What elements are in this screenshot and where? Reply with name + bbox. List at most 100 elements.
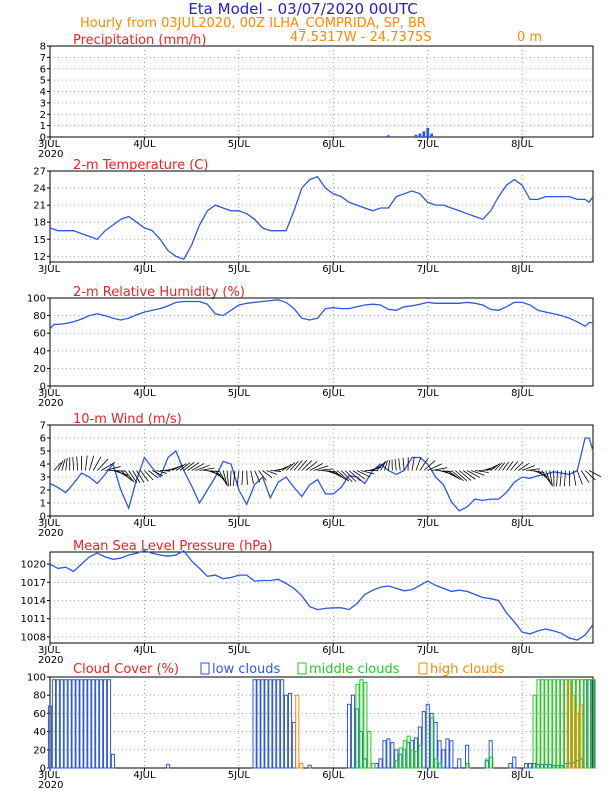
wind-barb	[270, 470, 282, 472]
mslp-xtick-label: 7JUL	[417, 645, 440, 656]
wind-xtick-label: 6JUL	[322, 518, 345, 529]
precip-bar	[387, 135, 390, 137]
cloud-low-bar	[106, 679, 112, 769]
rh-ytick-label: 100	[27, 294, 46, 305]
cloud-low-bar	[264, 679, 269, 769]
cloud-xtick-label: 7JUL	[417, 770, 440, 781]
wind-barb	[88, 455, 95, 471]
wind-barb	[415, 456, 422, 471]
wind-xtick-label: 3JUL	[38, 518, 61, 529]
rh-ytick-label: 40	[33, 346, 46, 357]
wind-barb	[179, 462, 191, 471]
wind-barb	[278, 465, 289, 471]
wind-xtick-label: 8JUL	[511, 518, 534, 529]
cloud-low-bar	[99, 679, 104, 769]
wind-barb	[254, 470, 261, 483]
cloud-middle-bar	[552, 679, 557, 769]
wind-barb	[462, 470, 476, 480]
cloud-frame	[49, 676, 594, 769]
rh-xtick-label: 3JUL	[38, 388, 61, 399]
wind-barb	[297, 459, 308, 471]
cloud-low-bar	[256, 679, 261, 769]
cloud-low-bar	[67, 679, 72, 769]
wind-barb	[144, 470, 154, 481]
wind-barb	[447, 470, 461, 481]
wind-barb	[57, 460, 64, 471]
wind-barb	[470, 470, 485, 476]
chart-subtitle: Hourly from 03JUL2020, 00Z ILHA_COMPRIDA…	[80, 16, 426, 31]
wind-barb	[148, 470, 159, 479]
wind-barb	[317, 468, 334, 471]
wind-barb	[431, 467, 448, 471]
cloud-middle-bar	[544, 679, 549, 769]
precip-panel: Precipitation (mm/h) 3JUL2020 4JUL 5JUL 6JU…	[38, 33, 594, 160]
legend-middle-swatch	[297, 662, 307, 675]
cloud-high-bar	[574, 712, 579, 769]
precip-ytick-label: 3	[40, 98, 46, 109]
precip-bar	[426, 127, 430, 137]
wind-barb	[226, 470, 229, 487]
wind-xtick-label: 5JUL	[228, 518, 251, 529]
wind-barb	[156, 470, 167, 474]
cloud-middle-bar	[583, 679, 588, 769]
wind-barb	[100, 462, 116, 471]
legend-middle-label: middle clouds	[309, 662, 400, 677]
wind-barb	[411, 456, 415, 471]
precip-ytick-label: 4	[40, 87, 46, 98]
cloud-middle-bar	[402, 740, 407, 769]
wind-barb	[85, 455, 88, 471]
wind-barb	[584, 470, 596, 481]
temp-ytick-label: 15	[33, 235, 46, 246]
cloud-ytick-label: 80	[33, 691, 46, 702]
precip-xtick-label: 3JUL	[38, 139, 61, 150]
wind-barb	[250, 470, 254, 485]
cloud-middle-bar	[418, 744, 423, 769]
wind-series-line	[49, 437, 594, 512]
cloud-middle-bar	[548, 679, 553, 769]
rh-ytick-label: 0	[40, 382, 46, 393]
temp-xtick-label: 6JUL	[322, 264, 345, 275]
precip-title: Precipitation (mm/h)	[73, 33, 206, 48]
wind-ytick-label: 6	[40, 434, 46, 445]
temp-ytick-label: 24	[33, 184, 46, 195]
cloud-middle-bar	[406, 735, 411, 769]
wind-barb	[336, 470, 350, 482]
wind-barb	[61, 458, 66, 471]
cloud-middle-bar	[398, 747, 403, 769]
wind-barb	[576, 470, 583, 485]
wind-barb	[152, 470, 163, 477]
cloud-low-bar	[291, 722, 297, 769]
cloud-ytick-label: 40	[33, 727, 46, 738]
cloud-low-bar	[445, 738, 450, 769]
cloud-high-bar	[578, 703, 583, 769]
temp-xtick-label: 3JUL	[38, 264, 61, 275]
temp-xtick-label: 4JUL	[133, 264, 156, 275]
temp-xtick-label: 8JUL	[511, 264, 534, 275]
cloud-xtick-label: 5JUL	[228, 770, 251, 781]
wind-barb	[218, 470, 227, 485]
mslp-series-line	[49, 549, 594, 641]
wind-title: 10-m Wind (m/s)	[73, 412, 182, 427]
wind-barb	[262, 470, 273, 479]
wind-barb	[510, 461, 519, 471]
precip-xtick-label: 6JUL	[322, 139, 345, 150]
mslp-plot: 3JUL2020 4JUL 5JUL 6JUL 7JUL 8JUL 1008 1011 1014…	[21, 549, 594, 666]
cloud-low-bar	[374, 762, 379, 769]
wind-barb	[541, 470, 551, 484]
rh-xtick-label: 7JUL	[417, 388, 440, 399]
cloud-middle-bar	[591, 679, 596, 769]
rh-year-label: 2020	[38, 398, 63, 409]
wind-barb	[236, 470, 240, 486]
cloud-low-bar	[87, 679, 92, 769]
cloud-middle-bar	[556, 679, 561, 769]
wind-barb	[167, 466, 179, 471]
wind-barb	[427, 463, 442, 471]
cloud-low-bar	[378, 758, 383, 769]
rh-ytick-label: 80	[33, 311, 46, 322]
wind-barb	[360, 470, 375, 475]
wind-barb	[65, 457, 68, 471]
cloud-xtick-label: 4JUL	[133, 770, 156, 781]
cloud-middle-bar	[536, 679, 541, 769]
cloud-middle-bar	[371, 762, 376, 769]
temp-ytick-label: 27	[33, 167, 46, 178]
